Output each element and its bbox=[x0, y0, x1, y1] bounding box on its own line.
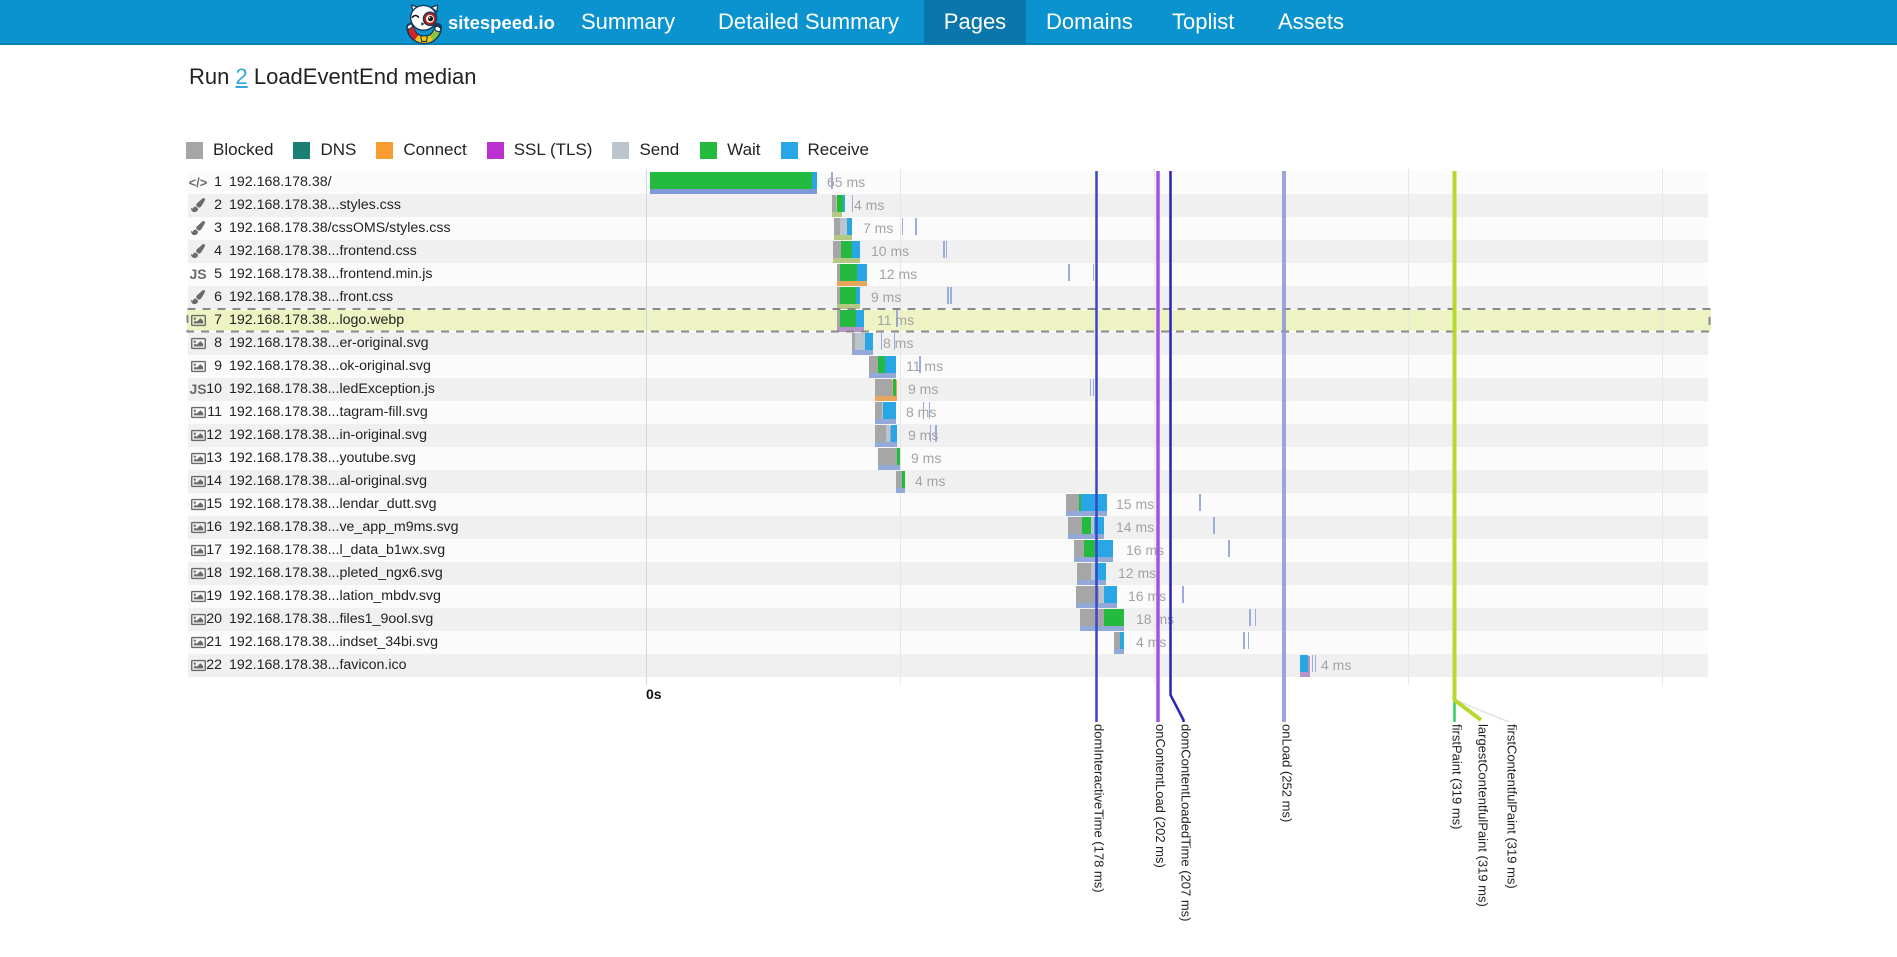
svg-text:onLoad (252 ms): onLoad (252 ms) bbox=[1280, 724, 1295, 822]
svg-text:onContentLoad (202 ms): onContentLoad (202 ms) bbox=[1153, 724, 1168, 868]
svg-text:largestContentfulPaint (319 ms: largestContentfulPaint (319 ms) bbox=[1476, 724, 1491, 907]
svg-text:domContentLoadedTime (207 ms): domContentLoadedTime (207 ms) bbox=[1179, 724, 1194, 922]
svg-text:firstPaint (319 ms): firstPaint (319 ms) bbox=[1450, 724, 1465, 829]
svg-text:domInteractiveTime (178 ms): domInteractiveTime (178 ms) bbox=[1092, 724, 1107, 893]
svg-text:firstContentfulPaint (319 ms): firstContentfulPaint (319 ms) bbox=[1505, 724, 1520, 889]
